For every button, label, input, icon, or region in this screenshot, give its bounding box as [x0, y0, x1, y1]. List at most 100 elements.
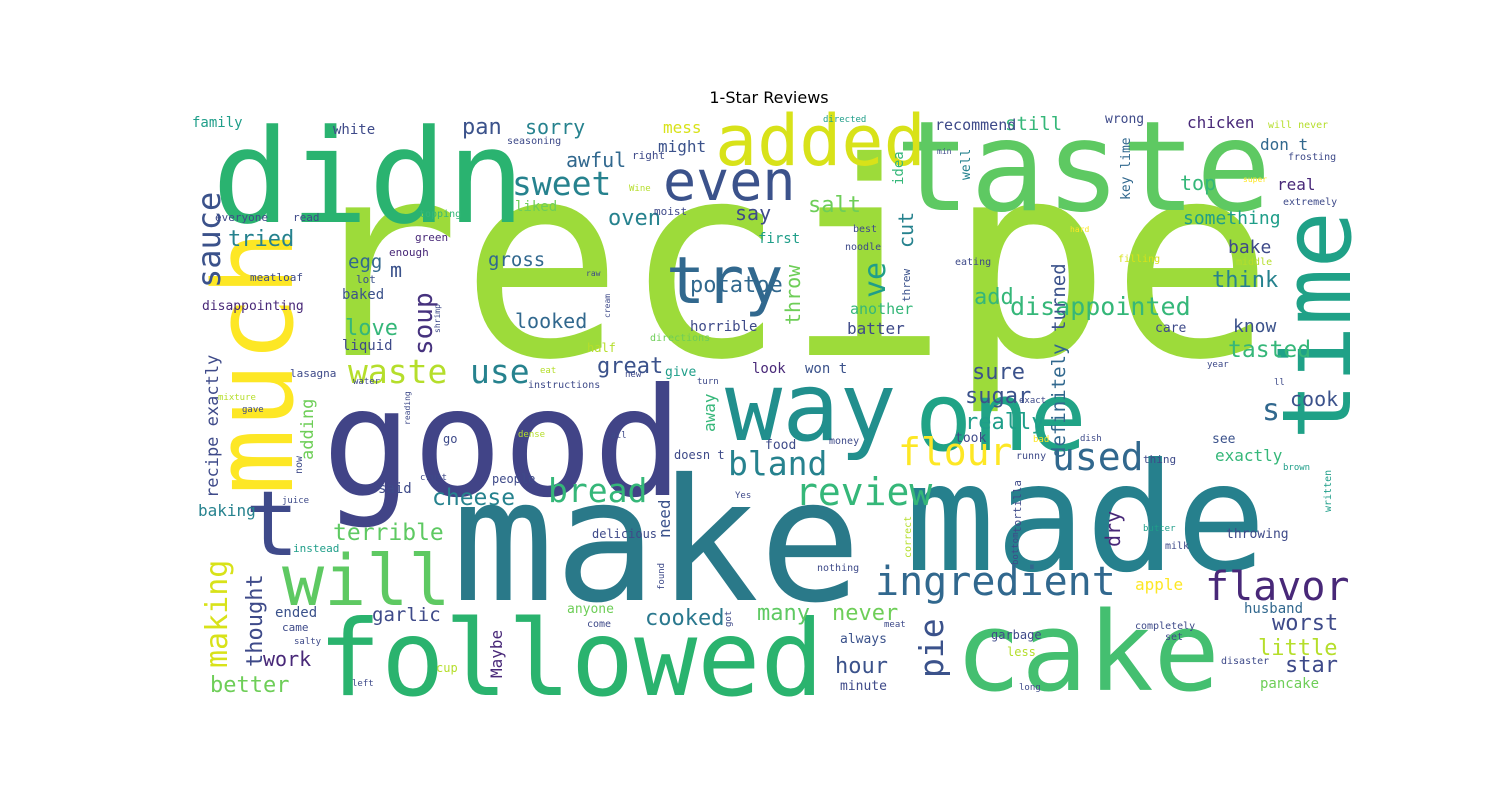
- cloud-word: didn: [212, 101, 525, 253]
- cloud-word: water: [353, 377, 381, 387]
- cloud-word: made: [905, 432, 1266, 606]
- cloud-word: pie: [912, 618, 951, 678]
- cloud-word: awful: [566, 148, 626, 172]
- cloud-word: eat: [540, 366, 556, 376]
- cloud-word: well: [959, 149, 974, 180]
- cloud-word: filling: [1118, 254, 1160, 265]
- cloud-word: runny: [1016, 451, 1046, 462]
- cloud-word: anyone: [567, 602, 614, 617]
- cloud-word: raw: [586, 269, 601, 278]
- cloud-word: Yes: [735, 491, 751, 501]
- cloud-word: meat: [884, 620, 906, 630]
- cloud-word: disappointed: [1010, 292, 1191, 321]
- cloud-word: extremely: [1283, 197, 1337, 208]
- cloud-word: left: [352, 679, 374, 689]
- cloud-word: think: [1212, 268, 1278, 293]
- cloud-word: will never: [1268, 120, 1328, 131]
- cloud-word: love: [345, 316, 398, 341]
- cloud-word: less: [1007, 645, 1036, 659]
- cloud-word: pancake: [1260, 676, 1319, 692]
- cloud-word: flour: [898, 430, 1012, 474]
- cloud-word: bake: [1228, 237, 1271, 258]
- cloud-word: enough: [389, 246, 429, 259]
- cloud-word: meatloaf: [250, 271, 303, 284]
- cloud-word: recipe: [298, 104, 1273, 419]
- cloud-word: review: [795, 470, 932, 514]
- cloud-word: way: [725, 353, 897, 463]
- cloud-word: time: [1263, 211, 1373, 440]
- cloud-word: wrong: [1105, 112, 1144, 127]
- cloud-word: delicious: [592, 527, 657, 541]
- cloud-word: definitely: [1048, 344, 1070, 458]
- cloud-word: go: [443, 432, 457, 446]
- cloud-word: dense: [518, 430, 545, 440]
- cloud-word: making: [200, 560, 235, 668]
- cloud-word: noodle: [845, 242, 881, 253]
- cloud-word: liked: [515, 199, 557, 215]
- cloud-word: hard: [1070, 225, 1089, 234]
- cloud-word: might: [658, 137, 706, 156]
- cloud-word: baking: [198, 501, 256, 520]
- cloud-word: instead: [293, 542, 339, 555]
- cloud-word: disaster: [1221, 656, 1269, 667]
- cloud-word: thought: [243, 574, 268, 667]
- cloud-word: Wine: [629, 184, 651, 194]
- cloud-word: turn: [697, 377, 719, 387]
- cloud-word: give: [665, 365, 696, 380]
- cloud-word: little: [1258, 636, 1337, 661]
- cloud-word: throwing: [1226, 527, 1289, 542]
- cloud-word: always: [840, 632, 887, 647]
- cloud-word: apple: [1135, 575, 1183, 594]
- cloud-word: oven: [608, 206, 661, 231]
- cloud-word: cook: [1290, 387, 1338, 411]
- cloud-word: juice: [282, 496, 309, 506]
- cloud-word: directed: [823, 115, 866, 125]
- cloud-word: added: [715, 100, 926, 182]
- cloud-word: recipe exactly: [203, 355, 223, 498]
- cloud-word: first: [758, 231, 800, 247]
- cloud-word: bad: [1033, 435, 1049, 445]
- cloud-word: bread: [548, 471, 647, 510]
- cloud-word: right: [632, 149, 665, 162]
- cloud-word: say: [735, 201, 771, 225]
- cloud-word: best: [853, 224, 877, 235]
- cloud-word: flavor: [1205, 564, 1350, 610]
- cloud-word: mess: [663, 118, 702, 137]
- cloud-word: threw: [900, 269, 913, 302]
- cloud-word: disappointing: [202, 299, 304, 314]
- cloud-word: ve: [858, 262, 893, 298]
- cloud-word: away: [700, 393, 719, 432]
- cloud-word: come: [587, 619, 611, 630]
- cloud-word: butter: [1143, 524, 1176, 534]
- cloud-word: white: [333, 122, 375, 138]
- cloud-word: sweet: [512, 164, 611, 203]
- cloud-word: chicken: [1187, 113, 1254, 132]
- cloud-word: star: [1285, 653, 1338, 678]
- cloud-word: taste: [895, 95, 1271, 240]
- chart-title: 1-Star Reviews: [709, 88, 829, 107]
- cloud-word: took: [955, 431, 986, 446]
- cloud-word: make: [452, 443, 861, 641]
- cloud-word: salty: [294, 637, 322, 647]
- cloud-word: good: [322, 357, 683, 531]
- cloud-word: turned: [1048, 263, 1070, 332]
- cloud-word: garbage: [991, 628, 1042, 642]
- cloud-word: potatoe: [690, 273, 783, 298]
- cloud-word: moist: [654, 205, 687, 218]
- cloud-word: instructions: [528, 380, 600, 391]
- cloud-word: t: [245, 472, 299, 577]
- cloud-word: don t: [1260, 135, 1308, 154]
- cloud-word: exactly: [1215, 446, 1283, 465]
- cloud-word: will: [282, 540, 451, 622]
- cloud-word: came: [282, 621, 309, 634]
- cloud-word: written: [1323, 470, 1334, 512]
- cloud-word: real: [1277, 175, 1316, 194]
- cloud-word: frosting: [1288, 152, 1336, 163]
- cloud-word: key lime: [1119, 137, 1134, 200]
- cloud-word: year: [1207, 360, 1229, 370]
- cloud-word: ended: [275, 605, 317, 621]
- cloud-word: now: [294, 455, 305, 474]
- cloud-word: another: [850, 300, 913, 318]
- cloud-word: even: [663, 149, 795, 213]
